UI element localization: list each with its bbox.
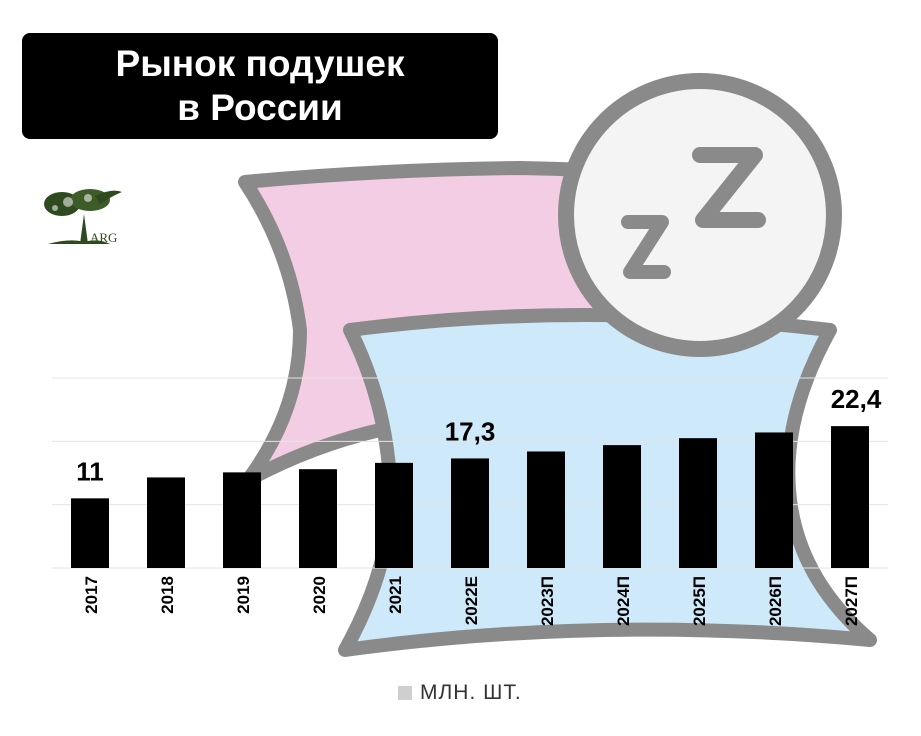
bar-2021 <box>375 462 413 568</box>
title-line-1: Рынок подушек <box>115 43 405 84</box>
data-label-2027П: 22,4 <box>831 384 882 414</box>
data-label-2022E: 17,3 <box>445 416 496 446</box>
bar-2024П <box>603 445 641 568</box>
bar-2023П <box>527 451 565 568</box>
x-tick-label: 2017 <box>82 576 101 614</box>
data-label-2017: 11 <box>76 456 104 486</box>
x-tick-label: 2021 <box>386 576 405 614</box>
bar-2017 <box>71 498 109 568</box>
bar-2019 <box>223 472 261 568</box>
logo-text: ARG <box>90 230 118 245</box>
x-tick-label: 2023П <box>538 576 557 626</box>
legend: МЛН. ШТ. <box>398 681 522 705</box>
x-tick-label: 2024П <box>614 576 633 626</box>
x-tick-label: 2018 <box>158 576 177 614</box>
x-tick-label: 2027П <box>842 576 861 626</box>
bar-2022E <box>451 458 489 568</box>
tree-icon <box>44 189 122 244</box>
title-line-2: в России <box>177 87 343 128</box>
bar-2020 <box>299 469 337 568</box>
bar-2026П <box>755 432 793 568</box>
x-tick-label: 2025П <box>690 576 709 626</box>
sleep-zz-icon <box>558 73 842 357</box>
bar-2025П <box>679 438 717 568</box>
x-tick-label: 2022E <box>462 576 481 625</box>
x-tick-label: 2019 <box>234 576 253 614</box>
bar-2027П <box>831 426 869 568</box>
x-tick-label: 2020 <box>310 576 329 614</box>
bar-2018 <box>147 477 185 568</box>
x-tick-label: 2026П <box>766 576 785 626</box>
title-box: Рынок подушек в России <box>22 33 498 139</box>
legend-swatch <box>398 686 412 700</box>
legend-label: МЛН. ШТ. <box>420 681 522 704</box>
